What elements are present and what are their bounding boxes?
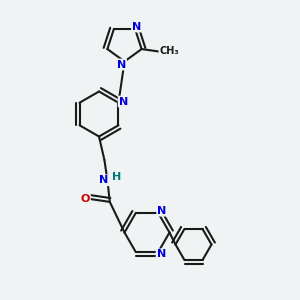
Text: N: N [157,249,166,260]
Text: N: N [132,22,141,32]
Text: N: N [117,59,126,70]
Text: O: O [80,194,90,204]
Text: N: N [119,97,128,106]
Text: H: H [112,172,121,182]
Text: N: N [157,206,167,216]
Text: N: N [99,175,108,185]
Text: CH₃: CH₃ [159,46,179,56]
